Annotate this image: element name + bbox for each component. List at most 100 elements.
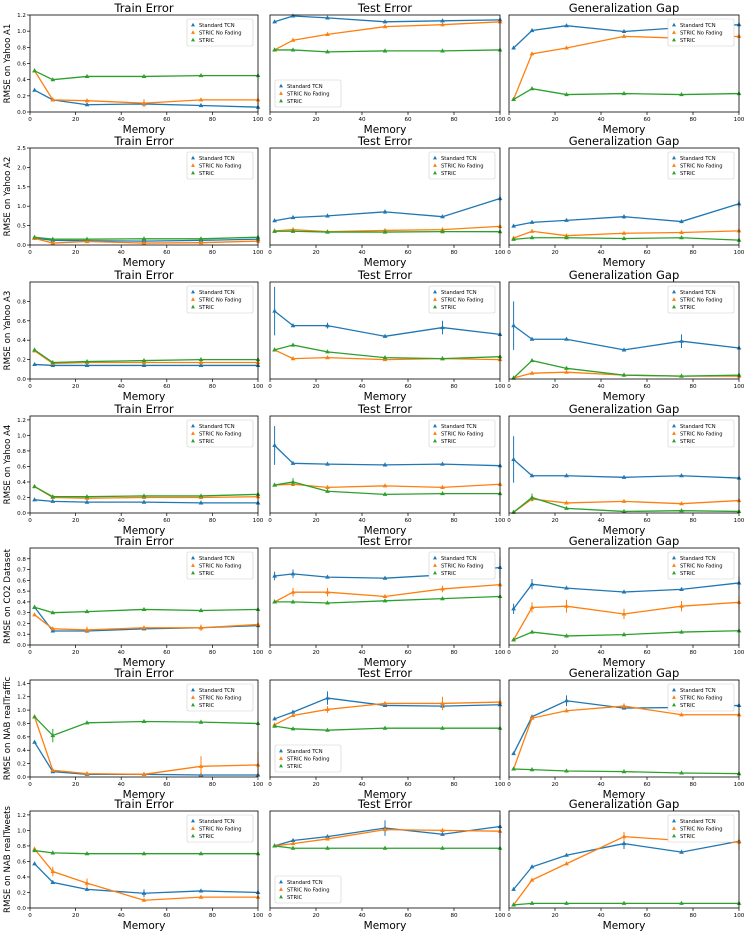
x-tick-label: 40: [358, 782, 366, 788]
series-line-2: [274, 230, 500, 233]
data-point: [325, 695, 330, 700]
x-tick-label: 20: [312, 117, 320, 123]
legend-label: Standard TCN: [287, 880, 323, 886]
legend-label: STRIC: [441, 171, 457, 177]
data-point: [272, 308, 277, 313]
legend-label: STRIC: [199, 439, 215, 445]
series-line-2: [274, 595, 501, 604]
data-point: [32, 234, 37, 239]
data-point: [32, 87, 37, 92]
panel-1-1: Train Error 0 20 40 60 80 100 0.0 0.2 0.4 0.6 0.8 1.…: [3, 1, 264, 136]
series-line-2: [34, 849, 258, 855]
legend-marker: [672, 37, 676, 42]
data-point: [325, 834, 330, 839]
x-axis-label: Memory: [603, 657, 646, 669]
data-point: [198, 102, 204, 108]
legend-label: STRIC: [441, 571, 457, 577]
data-point: [621, 769, 627, 774]
data-point: [290, 709, 296, 714]
legend-marker: [433, 170, 437, 175]
legend-marker: [433, 289, 437, 294]
legend-marker: [672, 563, 676, 567]
legend-label: Standard TCN: [680, 688, 716, 694]
y-tick-label: 0.8: [17, 844, 26, 850]
series-line-1: [274, 583, 501, 603]
y-tick-label: 1.0: [17, 433, 26, 439]
data-point: [529, 86, 535, 91]
data-point: [564, 91, 569, 97]
legend-box: [667, 419, 735, 448]
panel-title: Generalization Gap: [569, 797, 680, 811]
x-tick-label: 100: [253, 650, 264, 656]
data-point: [621, 230, 627, 235]
y-axis-label: RMSE on Yahoo A1: [3, 24, 13, 104]
legend-label: STRIC No Fading: [680, 432, 723, 438]
legend-label: STRIC: [199, 171, 215, 177]
data-point: [564, 768, 569, 773]
x-axis-label: Memory: [364, 257, 407, 269]
series-line-1: [513, 498, 740, 513]
data-point: [382, 355, 388, 360]
x-tick-label: 80: [209, 913, 217, 919]
x-tick-label: 80: [689, 518, 697, 524]
legend-box: [667, 683, 735, 712]
x-tick-label: 100: [734, 650, 745, 656]
legend-label: STRIC No Fading: [680, 827, 723, 833]
data-point: [529, 629, 535, 634]
data-point: [529, 27, 535, 33]
y-tick-label: 0.0: [17, 110, 26, 116]
data-point: [440, 596, 445, 601]
data-point: [440, 229, 445, 234]
legend-marker: [191, 555, 195, 560]
series-line-0: [274, 697, 501, 720]
data-point: [564, 603, 569, 608]
panel-7-2: Test Error 0 20 40 60 80 100 Memory Standard TCN…: [268, 797, 506, 932]
series-line-1: [512, 705, 739, 770]
data-point: [382, 598, 388, 603]
x-tick-label: 0: [507, 518, 511, 524]
legend-marker: [672, 438, 676, 443]
x-tick-label: 100: [495, 384, 506, 390]
panel-title: Test Error: [357, 534, 413, 548]
series-line-0: [513, 458, 740, 479]
data-point: [272, 19, 277, 24]
data-point: [325, 461, 330, 466]
data-point: [382, 593, 388, 599]
x-tick-label: 20: [312, 650, 320, 656]
legend-marker: [672, 304, 676, 309]
data-point: [272, 843, 277, 848]
data-point: [32, 714, 37, 719]
legend-label: STRIC: [680, 703, 696, 709]
data-point: [564, 698, 569, 703]
data-point: [141, 236, 147, 241]
data-point: [141, 771, 147, 776]
y-tick-label: 0.8: [17, 299, 26, 305]
legend-label: STRIC: [441, 305, 457, 311]
x-tick-label: 80: [689, 650, 697, 656]
x-axis-label: Memory: [123, 124, 166, 136]
series-line-0: [274, 15, 501, 23]
plot-frame: [269, 547, 501, 646]
data-point: [290, 460, 296, 465]
series-line-0: [34, 863, 259, 894]
x-tick-label: 80: [689, 913, 697, 919]
data-point: [84, 499, 90, 504]
y-tick-label: 0.6: [17, 859, 26, 865]
x-tick-label: 20: [72, 650, 80, 656]
data-point: [141, 240, 147, 245]
x-tick-label: 100: [253, 913, 264, 919]
plot-frame: [29, 147, 259, 246]
x-axis-label: Memory: [603, 789, 646, 801]
plot-frame: [269, 14, 501, 113]
data-point: [290, 323, 296, 328]
legend-marker: [279, 91, 283, 95]
legend-marker: [433, 423, 437, 428]
data-point: [382, 483, 388, 488]
data-point: [564, 217, 569, 222]
data-point: [290, 479, 296, 484]
